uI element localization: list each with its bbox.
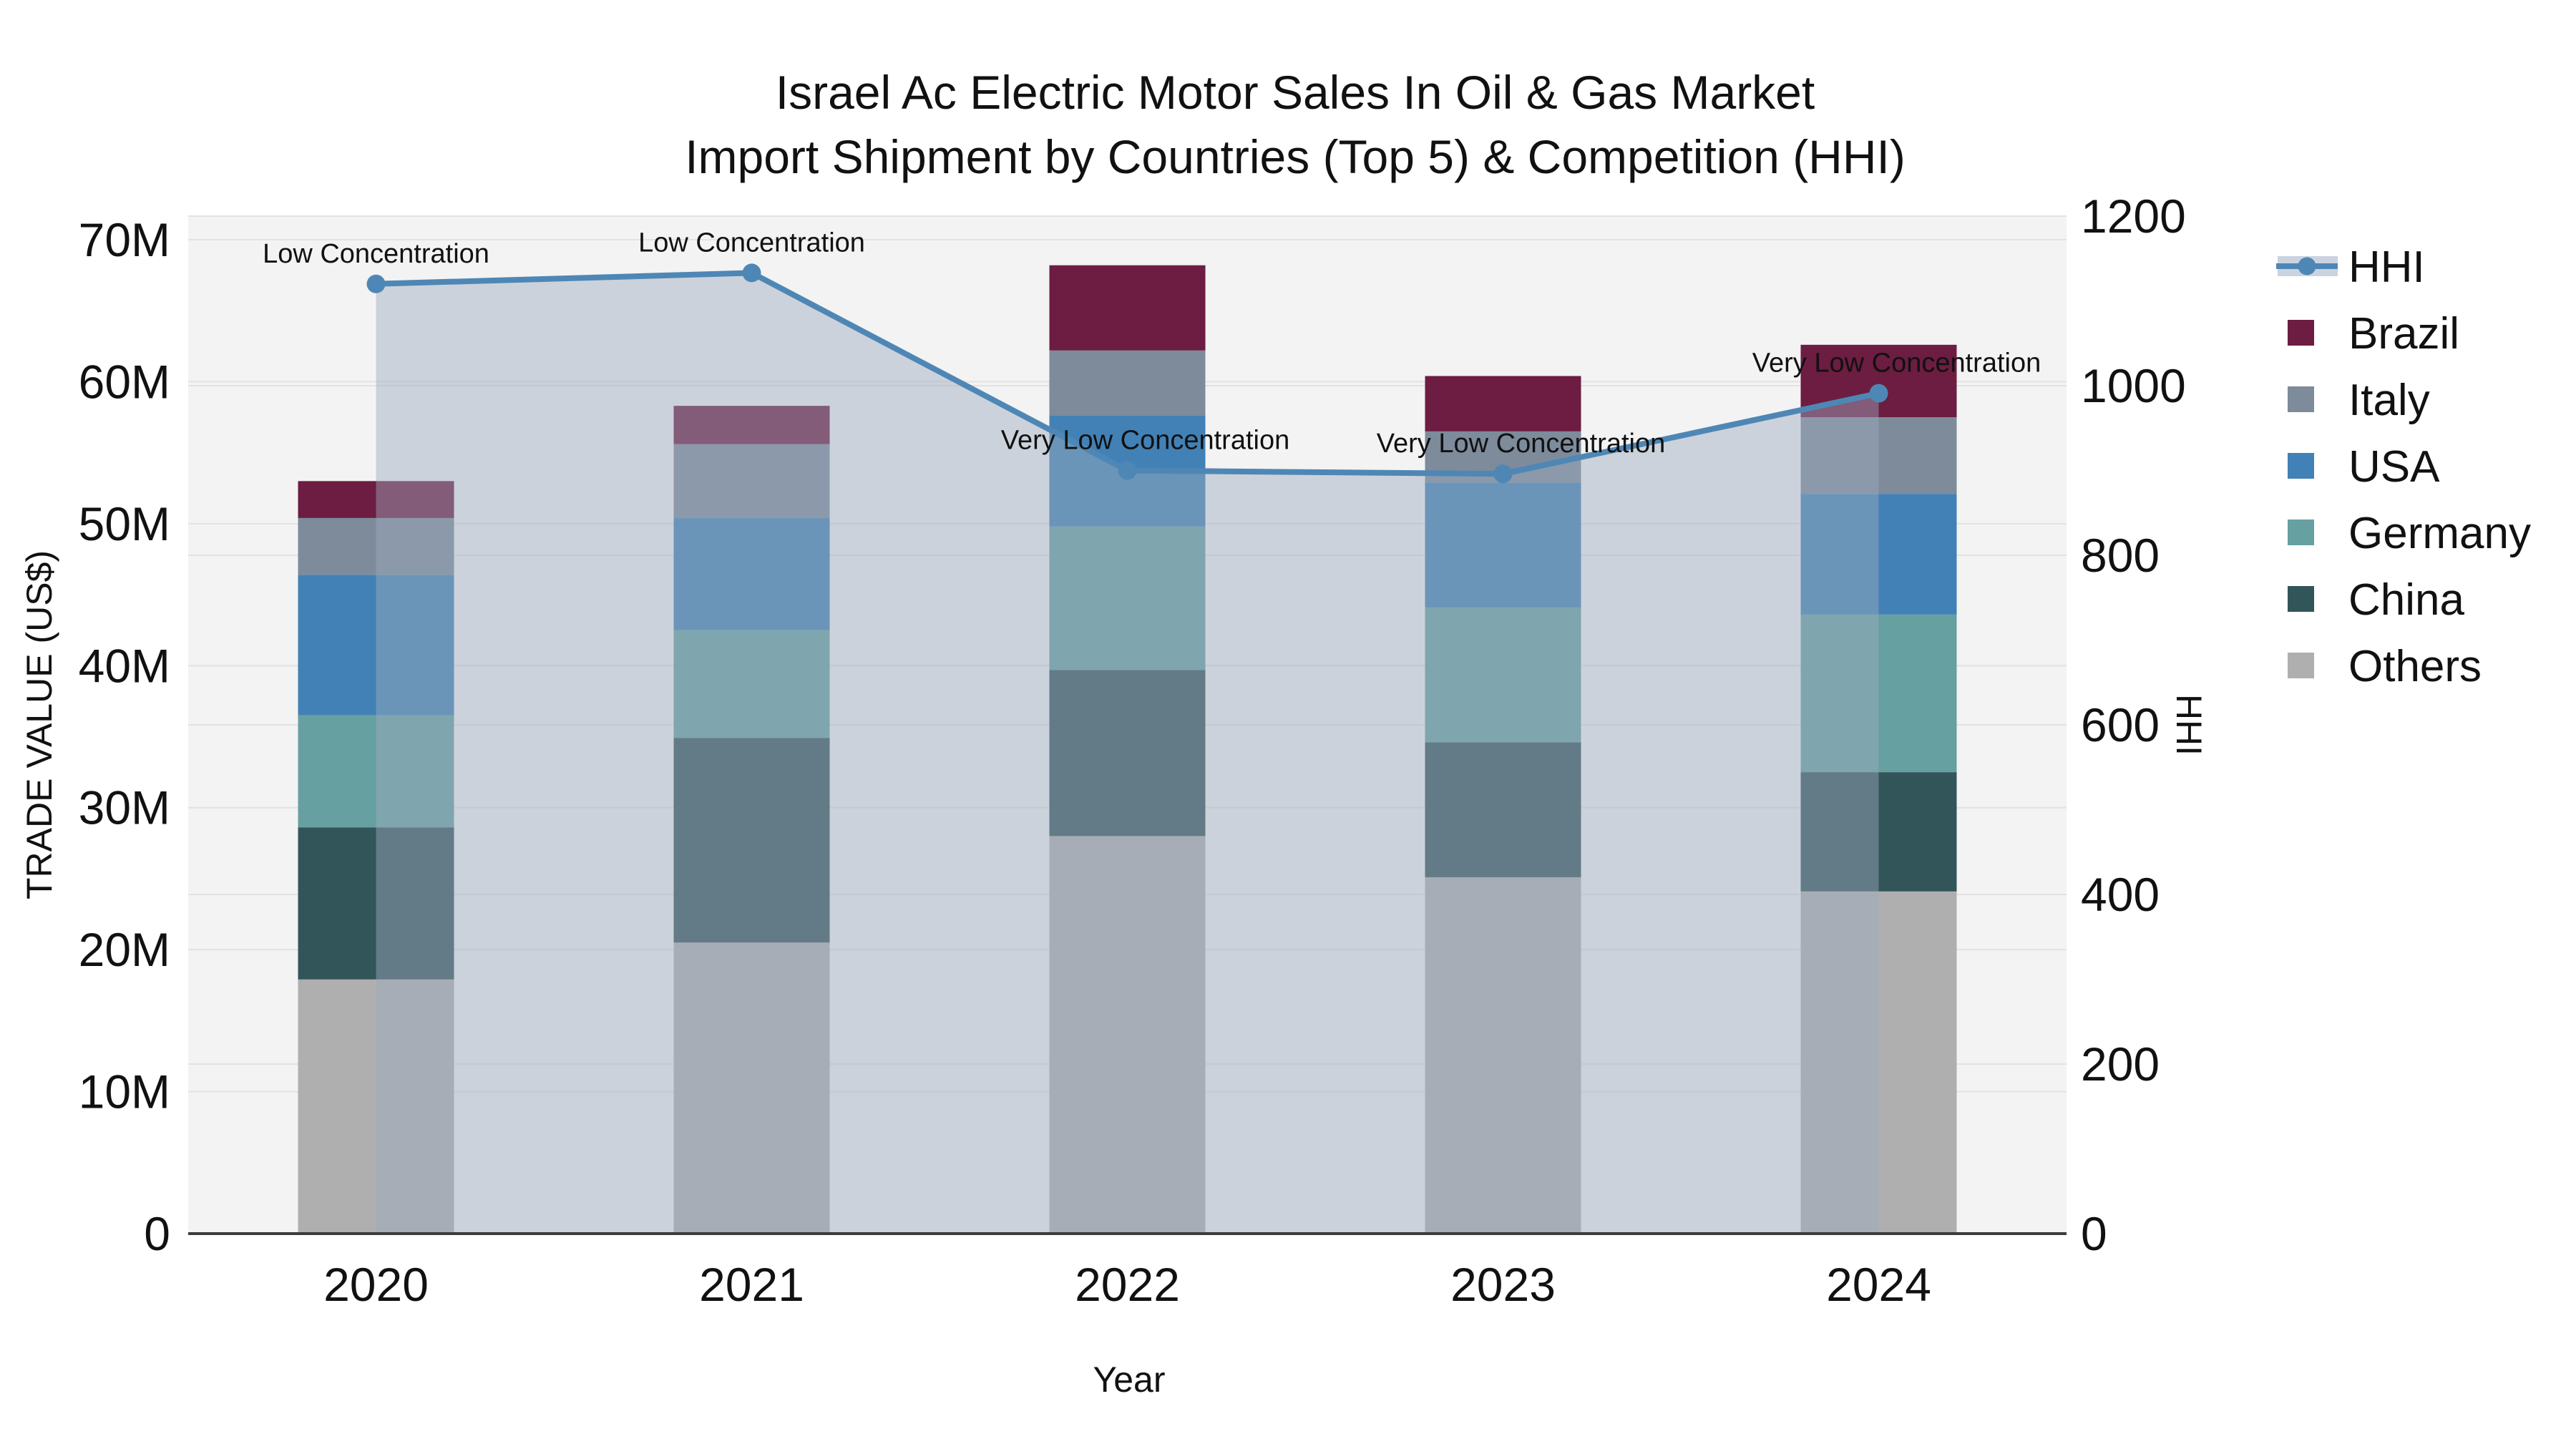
bar-segment-usa-2023[interactable] xyxy=(1425,482,1581,608)
y-left-axis-title: TRADE VALUE (US$) xyxy=(19,550,59,899)
bar-segment-others-2024[interactable] xyxy=(1800,891,1957,1234)
bar-segment-italy-2024[interactable] xyxy=(1800,417,1957,494)
legend-item-italy[interactable]: Italy xyxy=(2288,376,2430,425)
legend-label-brazil: Brazil xyxy=(2348,309,2459,358)
y-left-tick-40M: 40M xyxy=(79,639,170,692)
bar-segment-germany-2022[interactable] xyxy=(1049,526,1206,670)
bar-segment-brazil-2020[interactable] xyxy=(298,481,454,518)
hhi-marker-2021[interactable] xyxy=(742,263,761,283)
bar-segment-brazil-2023[interactable] xyxy=(1425,376,1581,431)
bar-segment-others-2022[interactable] xyxy=(1049,836,1206,1234)
hhi-area-fill xyxy=(376,273,1879,1234)
bar-segment-germany-2024[interactable] xyxy=(1800,614,1957,773)
annotations-layer: Low Concentration Low Concentration Very L… xyxy=(263,228,2041,459)
y-right-tick-200: 200 xyxy=(2081,1038,2160,1091)
legend-swatch-usa xyxy=(2288,453,2314,479)
bar-segment-germany-2021[interactable] xyxy=(673,630,830,738)
bar-segment-others-2020[interactable] xyxy=(298,979,454,1234)
legend-label-germany: Germany xyxy=(2348,509,2531,558)
chart-title-line2: Import Shipment by Countries (Top 5) & C… xyxy=(685,130,1906,183)
legend-item-germany[interactable]: Germany xyxy=(2288,509,2531,558)
y-right-tick-800: 800 xyxy=(2081,529,2160,582)
legend-swatch-brazil xyxy=(2288,320,2314,346)
y-left-tick-70M: 70M xyxy=(79,213,170,266)
legend-item-brazil[interactable]: Brazil xyxy=(2288,309,2459,358)
y-left-tick-10M: 10M xyxy=(79,1065,170,1118)
bar-segment-usa-2021[interactable] xyxy=(673,517,830,630)
hhi-area-layer xyxy=(376,273,1879,1234)
hhi-marker-2022[interactable] xyxy=(1118,461,1137,480)
y-right-tick-600: 600 xyxy=(2081,698,2160,751)
legend-swatch-italy xyxy=(2288,386,2314,412)
legend-item-usa[interactable]: USA xyxy=(2288,442,2440,492)
bar-segment-germany-2023[interactable] xyxy=(1425,607,1581,743)
bar-segment-others-2021[interactable] xyxy=(673,942,830,1234)
legend-item-china[interactable]: China xyxy=(2288,575,2465,625)
legend-hhi-marker-icon xyxy=(2298,257,2316,275)
legend-label-usa: USA xyxy=(2348,442,2440,492)
y-left-tick-0: 0 xyxy=(144,1207,170,1260)
y-right-tick-1000: 1000 xyxy=(2081,359,2186,412)
legend-item-hhi[interactable]: HHI xyxy=(2276,243,2425,292)
chart-title-line1: Israel Ac Electric Motor Sales In Oil & … xyxy=(776,66,1815,119)
bar-segment-china-2022[interactable] xyxy=(1049,670,1206,836)
x-tick-2022: 2022 xyxy=(1075,1258,1180,1311)
legend-item-others[interactable]: Others xyxy=(2288,642,2482,691)
bars-layer xyxy=(298,265,1957,1234)
tick-labels-layer: 0 10M 20M 30M 40M 50M 60M 70M 0 200 400 600 800 1000 1… xyxy=(79,190,2186,1311)
bar-segment-italy-2021[interactable] xyxy=(673,444,830,518)
y-left-tick-60M: 60M xyxy=(79,355,170,408)
hhi-marker-2023[interactable] xyxy=(1493,464,1513,484)
legend-label-china: China xyxy=(2348,575,2465,625)
y-right-tick-400: 400 xyxy=(2081,868,2160,921)
x-tick-2021: 2021 xyxy=(699,1258,804,1311)
bar-segment-italy-2022[interactable] xyxy=(1049,350,1206,416)
legend-swatch-china xyxy=(2288,586,2314,612)
bar-segment-brazil-2022[interactable] xyxy=(1049,265,1206,351)
legend-label-italy: Italy xyxy=(2348,376,2430,425)
legend-swatch-germany xyxy=(2288,519,2314,545)
hhi-annotation-2024: Very Low Concentration xyxy=(1752,348,2041,379)
legend-label-others: Others xyxy=(2348,642,2482,691)
bar-segment-china-2020[interactable] xyxy=(298,827,454,980)
x-tick-2023: 2023 xyxy=(1450,1258,1556,1311)
hhi-line-layer xyxy=(366,263,1888,484)
x-tick-2020: 2020 xyxy=(323,1258,429,1311)
legend: HHI Brazil Italy USA Germany China Others xyxy=(2276,243,2531,691)
bar-segment-others-2023[interactable] xyxy=(1425,877,1581,1234)
hhi-annotation-2023: Very Low Concentration xyxy=(1377,429,1665,459)
hhi-marker-2024[interactable] xyxy=(1869,384,1888,403)
bar-segment-germany-2020[interactable] xyxy=(298,715,454,828)
y-right-tick-0: 0 xyxy=(2081,1207,2107,1260)
y-left-tick-30M: 30M xyxy=(79,781,170,834)
legend-swatch-others xyxy=(2288,653,2314,678)
bar-segment-china-2023[interactable] xyxy=(1425,742,1581,877)
x-tick-2024: 2024 xyxy=(1826,1258,1931,1311)
y-right-axis-title: HHI xyxy=(2169,694,2209,756)
hhi-marker-2020[interactable] xyxy=(366,274,386,293)
bar-segment-china-2021[interactable] xyxy=(673,738,830,943)
bar-segment-china-2024[interactable] xyxy=(1800,772,1957,892)
y-left-tick-20M: 20M xyxy=(79,923,170,976)
bar-segment-usa-2024[interactable] xyxy=(1800,494,1957,615)
hhi-annotation-2020: Low Concentration xyxy=(263,239,489,269)
y-right-tick-1200: 1200 xyxy=(2081,190,2186,243)
bar-segment-usa-2020[interactable] xyxy=(298,575,454,716)
x-axis-title: Year xyxy=(1093,1360,1165,1400)
bar-segment-italy-2020[interactable] xyxy=(298,517,454,575)
hhi-annotation-2021: Low Concentration xyxy=(638,228,865,258)
legend-label-hhi: HHI xyxy=(2348,243,2425,292)
hhi-annotation-2022: Very Low Concentration xyxy=(1001,426,1289,456)
bar-segment-brazil-2021[interactable] xyxy=(673,406,830,444)
y-left-tick-50M: 50M xyxy=(79,497,170,550)
